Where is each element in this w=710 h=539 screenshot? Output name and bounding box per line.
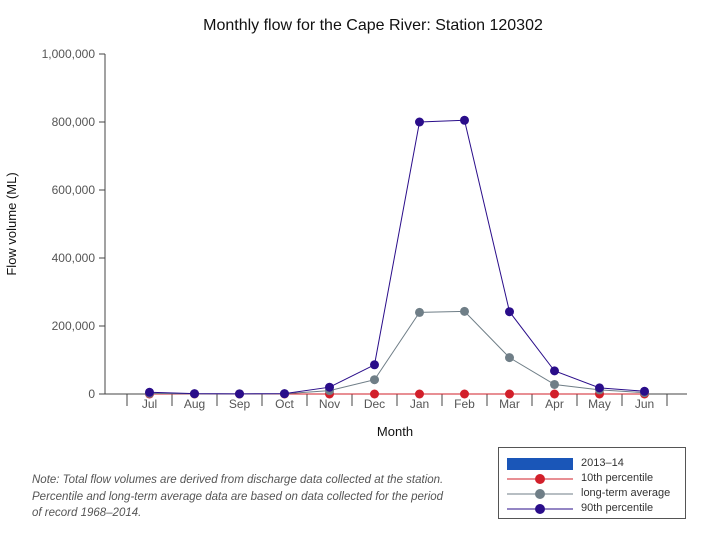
x-tick-label: Nov [319, 397, 340, 411]
series-point-2 [370, 375, 379, 385]
axes: 0 200,000 400,000 600,000 800,000 1,000,000 Ju… [42, 47, 687, 411]
series-point-3 [145, 387, 154, 397]
legend-swatch-90th [507, 504, 573, 514]
x-tick-label: Mar [499, 397, 520, 411]
series-point-1 [415, 389, 424, 399]
legend-item-2013-14: 2013–14 [507, 457, 683, 471]
y-tick-label: 1,000,000 [42, 47, 96, 61]
legend: 2013–14 10th percentile long-term averag… [498, 447, 686, 519]
series-point-2 [415, 307, 424, 317]
y-tick-label: 0 [88, 387, 95, 401]
y-tick-label: 200,000 [52, 319, 96, 333]
series-point-3 [370, 360, 379, 370]
legend-label-10th-percentile: 10th percentile [581, 472, 654, 484]
x-tick-label: Jan [410, 397, 429, 411]
x-tick-label: Sep [229, 397, 251, 411]
legend-label-long-term-average: long-term average [581, 487, 671, 499]
legend-label-2013-14: 2013–14 [581, 457, 624, 469]
series-point-1 [370, 389, 379, 399]
series-point-1 [505, 389, 514, 399]
x-tick-label: Jun [635, 397, 654, 411]
series-point-3 [415, 117, 424, 127]
x-tick-label: Feb [454, 397, 475, 411]
x-tick-label: May [588, 397, 611, 411]
legend-item-10th-percentile: 10th percentile [507, 472, 683, 486]
x-tick-label: Aug [184, 397, 205, 411]
series-point-2 [460, 306, 469, 316]
series-point-1 [460, 389, 469, 399]
x-tick-label: Oct [275, 397, 294, 411]
legend-item-90th-percentile: 90th percentile [507, 502, 683, 516]
legend-item-long-term-average: long-term average [507, 487, 683, 501]
y-axis-label: Flow volume (ML) [4, 172, 19, 275]
legend-swatch-10th [507, 474, 573, 484]
series-point-3 [505, 307, 514, 317]
series-point-3 [325, 382, 334, 392]
legend-label-90th-percentile: 90th percentile [581, 502, 654, 514]
y-tick-label: 400,000 [52, 251, 96, 265]
x-axis-label: Month [377, 424, 413, 439]
chart-title: Monthly flow for the Cape River: Station… [203, 17, 543, 34]
footnote: Note: Total flow volumes are derived fro… [32, 474, 444, 520]
x-tick-label: Apr [545, 397, 564, 411]
series-point-3 [235, 389, 244, 399]
series-layer [145, 115, 649, 399]
series-point-3 [595, 383, 604, 393]
x-tick-label: Dec [364, 397, 385, 411]
series-point-3 [460, 115, 469, 125]
x-tick-label: Jul [142, 397, 157, 411]
series-point-3 [190, 389, 199, 399]
legend-swatch-bar [507, 457, 573, 471]
y-tick-label: 800,000 [52, 115, 96, 129]
legend-swatch-average [507, 489, 573, 499]
y-tick-label: 600,000 [52, 183, 96, 197]
series-point-1 [550, 389, 559, 399]
series-point-2 [550, 379, 559, 389]
series-point-3 [640, 386, 649, 396]
series-line-3 [149, 119, 645, 395]
series-point-3 [280, 389, 289, 399]
series-point-3 [550, 366, 559, 376]
series-line-2 [149, 310, 645, 395]
series-point-2 [505, 353, 514, 363]
